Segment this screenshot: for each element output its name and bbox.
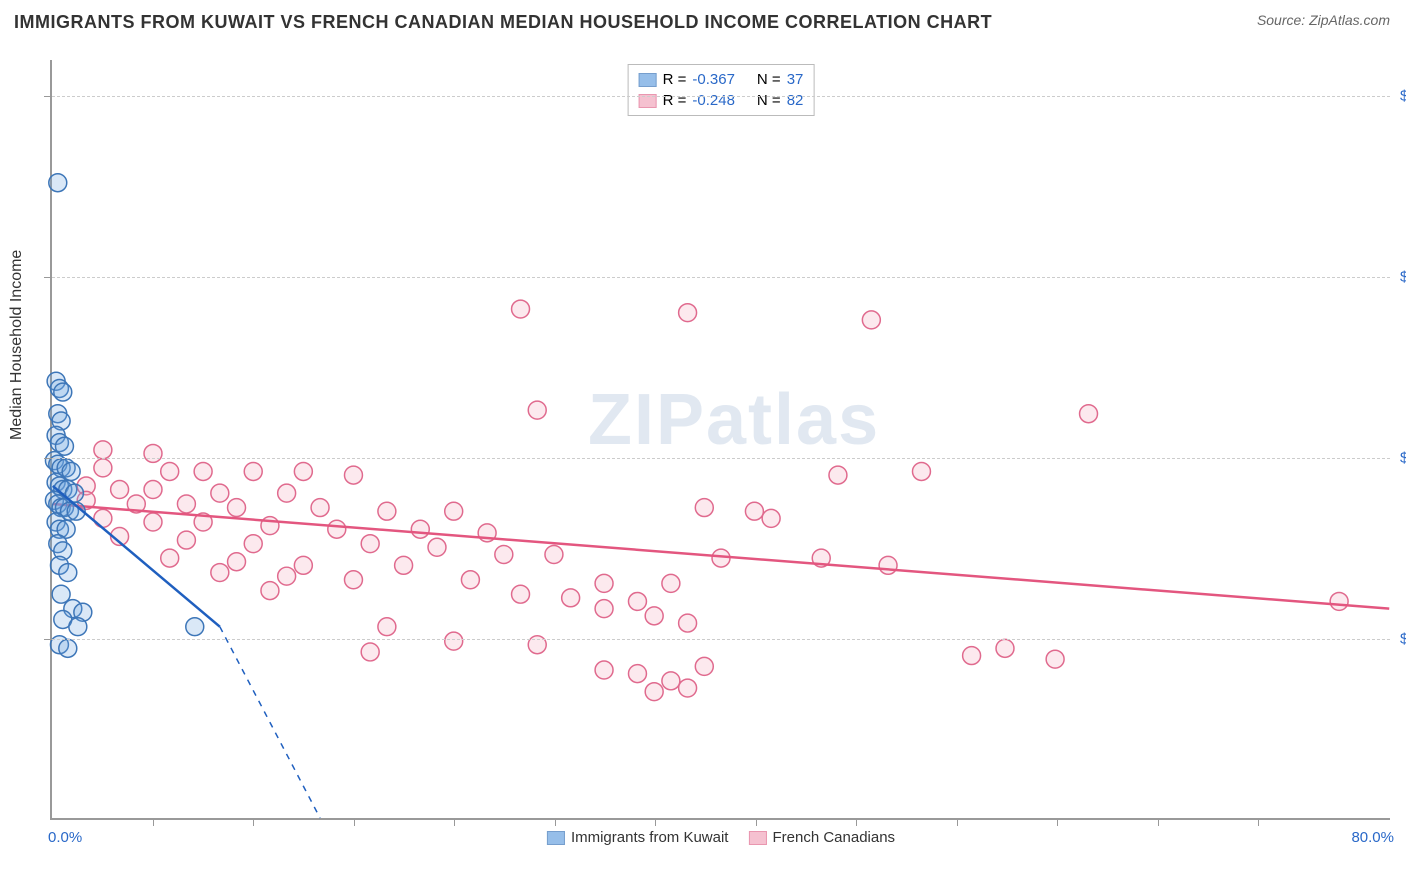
stat-label: N =	[757, 92, 781, 109]
page-title: IMMIGRANTS FROM KUWAIT VS FRENCH CANADIA…	[14, 12, 992, 33]
y-tick-label: $50,000	[1400, 631, 1406, 648]
gridline	[52, 277, 1390, 278]
x-axis-max-label: 80.0%	[1351, 829, 1394, 846]
swatch-icon	[639, 73, 657, 87]
r-value: -0.248	[692, 92, 735, 109]
correlation-legend: R = -0.367 N = 37 R = -0.248 N = 82	[628, 64, 815, 116]
stat-label: R =	[663, 92, 687, 109]
legend-item-kuwait: Immigrants from Kuwait	[547, 829, 729, 846]
gridline	[52, 458, 1390, 459]
plot-svg	[52, 60, 1390, 818]
y-tick-label: $200,000	[1400, 88, 1406, 105]
y-tick-label: $100,000	[1400, 450, 1406, 467]
scatter-plot: R = -0.367 N = 37 R = -0.248 N = 82 ZIPa…	[50, 60, 1390, 820]
legend-item-french: French Canadians	[748, 829, 895, 846]
legend-row-kuwait: R = -0.367 N = 37	[639, 69, 804, 90]
legend-label: Immigrants from Kuwait	[571, 829, 729, 846]
swatch-icon	[547, 831, 565, 845]
r-value: -0.367	[692, 71, 735, 88]
y-tick-label: $150,000	[1400, 269, 1406, 286]
n-value: 37	[787, 71, 804, 88]
gridline	[52, 96, 1390, 97]
swatch-icon	[748, 831, 766, 845]
y-axis-label: Median Household Income	[8, 250, 26, 440]
stat-label: R =	[663, 71, 687, 88]
stat-label: N =	[757, 71, 781, 88]
x-axis-min-label: 0.0%	[48, 829, 82, 846]
source-attribution: Source: ZipAtlas.com	[1257, 12, 1390, 28]
legend-row-french: R = -0.248 N = 82	[639, 90, 804, 111]
gridline	[52, 639, 1390, 640]
n-value: 82	[787, 92, 804, 109]
series-legend: Immigrants from Kuwait French Canadians	[547, 829, 895, 846]
legend-label: French Canadians	[772, 829, 895, 846]
